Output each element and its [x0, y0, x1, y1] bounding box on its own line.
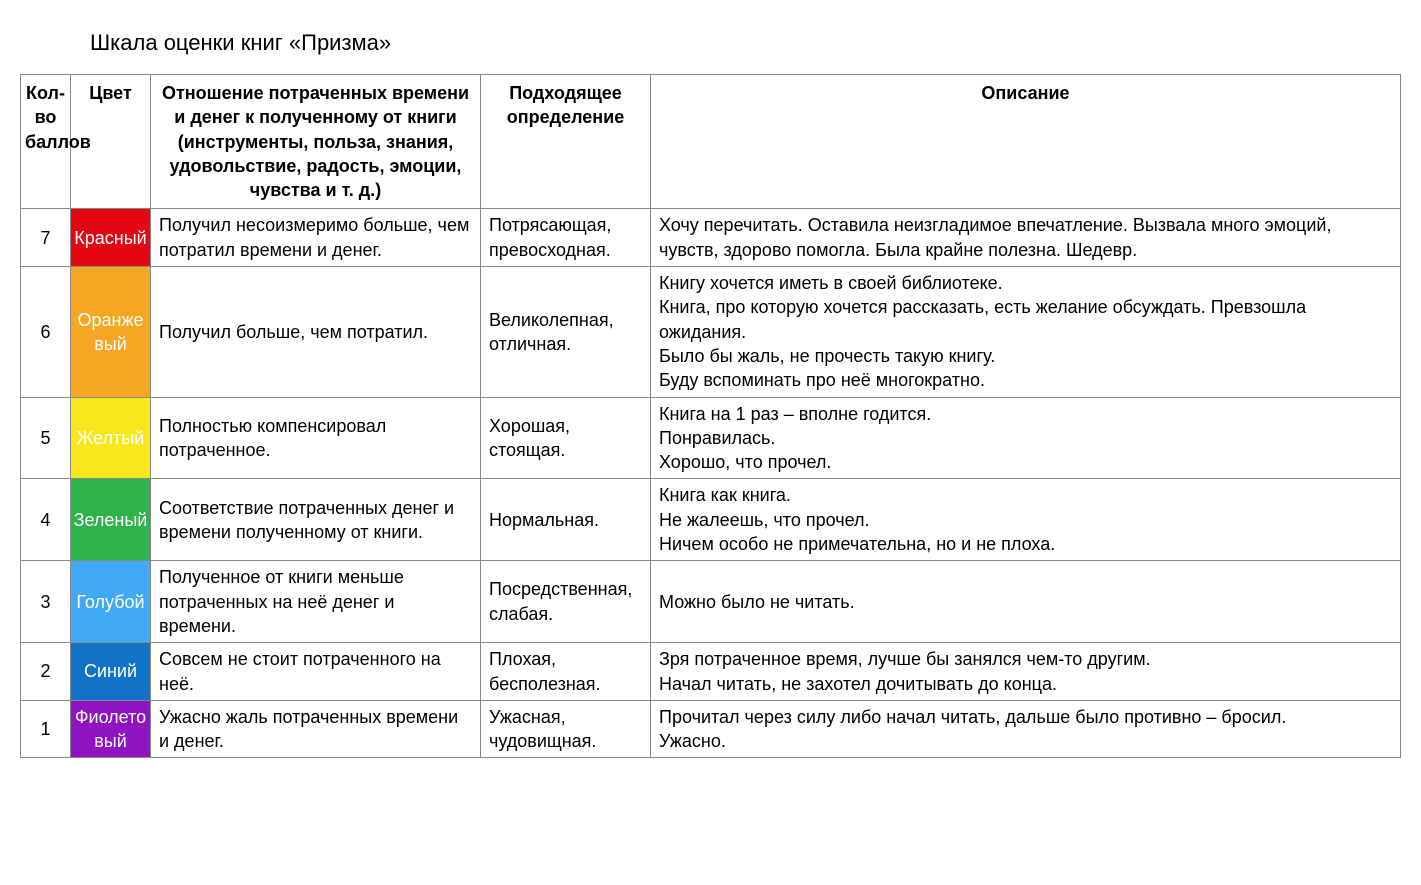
table-row: 7КрасныйПолучил несоизмеримо больше, чем…: [21, 209, 1401, 267]
header-score: Кол-во баллов: [21, 75, 71, 209]
cell-color: Голубой: [71, 561, 151, 643]
cell-definition: Нормальная.: [481, 479, 651, 561]
cell-score: 6: [21, 267, 71, 397]
table-header-row: Кол-во баллов Цвет Отношение потраченных…: [21, 75, 1401, 209]
header-description: Описание: [651, 75, 1401, 209]
cell-definition: Великолепная, отличная.: [481, 267, 651, 397]
rating-table: Кол-во баллов Цвет Отношение потраченных…: [20, 74, 1401, 758]
cell-description: Можно было не читать.: [651, 561, 1401, 643]
cell-color: Синий: [71, 643, 151, 701]
table-row: 1ФиолетовыйУжасно жаль потраченных време…: [21, 700, 1401, 758]
cell-ratio: Соответствие потраченных денег и времени…: [151, 479, 481, 561]
page-title: Шкала оценки книг «Призма»: [90, 30, 1401, 56]
cell-ratio: Полностью компенсировал потраченное.: [151, 397, 481, 479]
cell-description: Книга как книга. Не жалеешь, что прочел.…: [651, 479, 1401, 561]
cell-color: Красный: [71, 209, 151, 267]
header-ratio: Отношение потраченных времени и денег к …: [151, 75, 481, 209]
cell-color: Желтый: [71, 397, 151, 479]
cell-score: 4: [21, 479, 71, 561]
table-row: 2СинийСовсем не стоит потраченного на не…: [21, 643, 1401, 701]
table-row: 6ОранжевыйПолучил больше, чем потратил.В…: [21, 267, 1401, 397]
cell-definition: Хорошая, стоящая.: [481, 397, 651, 479]
header-definition: Подходящее определение: [481, 75, 651, 209]
cell-description: Книга на 1 раз – вполне годится. Понрави…: [651, 397, 1401, 479]
table-body: 7КрасныйПолучил несоизмеримо больше, чем…: [21, 209, 1401, 758]
cell-color: Фиолетовый: [71, 700, 151, 758]
table-row: 4ЗеленыйСоответствие потраченных денег и…: [21, 479, 1401, 561]
table-row: 3ГолубойПолученное от книги меньше потра…: [21, 561, 1401, 643]
cell-definition: Ужасная, чудовищная.: [481, 700, 651, 758]
cell-score: 5: [21, 397, 71, 479]
cell-ratio: Совсем не стоит потраченного на неё.: [151, 643, 481, 701]
cell-ratio: Получил больше, чем потратил.: [151, 267, 481, 397]
cell-definition: Посредственная, слабая.: [481, 561, 651, 643]
cell-color: Оранжевый: [71, 267, 151, 397]
cell-score: 3: [21, 561, 71, 643]
cell-color: Зеленый: [71, 479, 151, 561]
cell-ratio: Полученное от книги меньше потраченных н…: [151, 561, 481, 643]
table-row: 5ЖелтыйПолностью компенсировал потраченн…: [21, 397, 1401, 479]
cell-score: 1: [21, 700, 71, 758]
cell-description: Книгу хочется иметь в своей библиотеке. …: [651, 267, 1401, 397]
cell-definition: Потрясающая, превосходная.: [481, 209, 651, 267]
cell-ratio: Ужасно жаль потраченных времени и денег.: [151, 700, 481, 758]
cell-ratio: Получил несоизмеримо больше, чем потрати…: [151, 209, 481, 267]
cell-score: 2: [21, 643, 71, 701]
cell-description: Хочу перечитать. Оставила неизгладимое в…: [651, 209, 1401, 267]
cell-score: 7: [21, 209, 71, 267]
cell-definition: Плохая, бесполезная.: [481, 643, 651, 701]
cell-description: Прочитал через силу либо начал читать, д…: [651, 700, 1401, 758]
cell-description: Зря потраченное время, лучше бы занялся …: [651, 643, 1401, 701]
